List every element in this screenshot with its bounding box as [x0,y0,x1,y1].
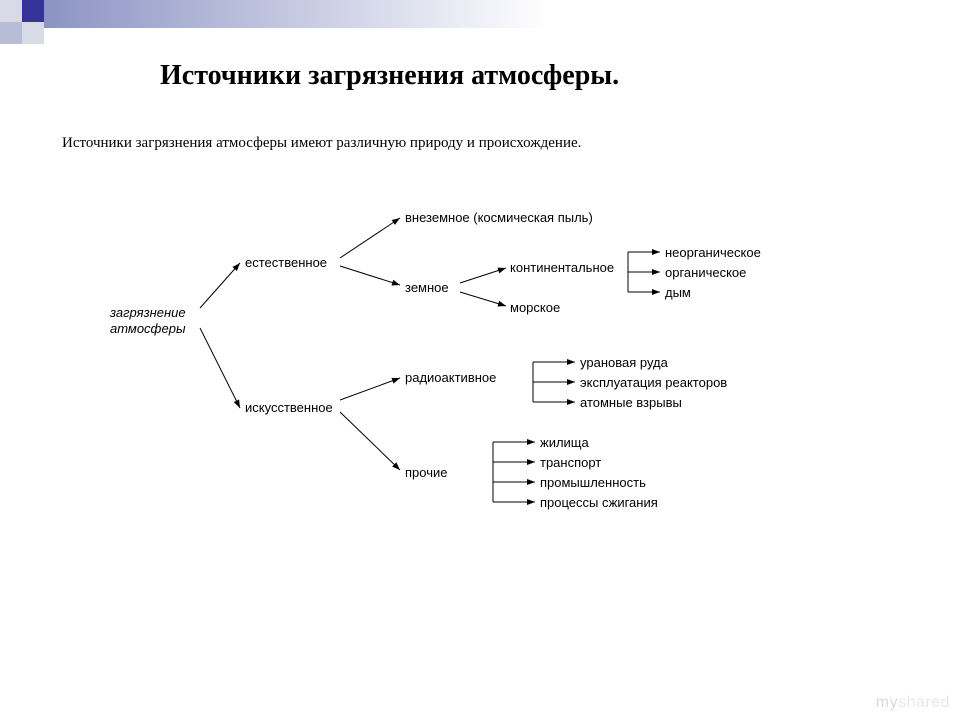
node-root: загрязнениеатмосферы [110,305,186,336]
node-uranium: урановая руда [580,355,668,371]
node-radioactive: радиоактивное [405,370,496,386]
classification-diagram: загрязнениеатмосферы естественное искусств… [110,200,870,610]
node-inorganic: неорганическое [665,245,761,261]
node-industry: промышленность [540,475,646,491]
watermark-part1: my [876,694,898,711]
node-reactors: эксплуатация реакторов [580,375,727,391]
page-subtitle: Источники загрязнения атмосферы имеют ра… [62,135,581,152]
node-continental: континентальное [510,260,614,276]
node-marine: морское [510,300,560,316]
page-title: Источники загрязнения атмосферы. [160,60,619,92]
node-terrestrial: земное [405,280,449,296]
node-artificial: искусственное [245,400,333,416]
node-combustion: процессы сжигания [540,495,658,511]
node-nuclear: атомные взрывы [580,395,682,411]
decor-square [22,22,44,44]
diagram-edges [110,200,870,610]
decor-square [0,0,22,22]
node-natural: естественное [245,255,327,271]
watermark: myshared [876,694,950,712]
node-extraterrestrial: внеземное (космическая пыль) [405,210,593,226]
decor-square [22,0,44,22]
node-smoke: дым [665,285,691,301]
header-gradient [44,0,960,28]
node-transport: транспорт [540,455,601,471]
decor-square [0,22,22,44]
node-housing: жилища [540,435,589,451]
node-organic: органическое [665,265,746,281]
watermark-part2: shared [898,694,950,711]
node-other: прочие [405,465,447,481]
